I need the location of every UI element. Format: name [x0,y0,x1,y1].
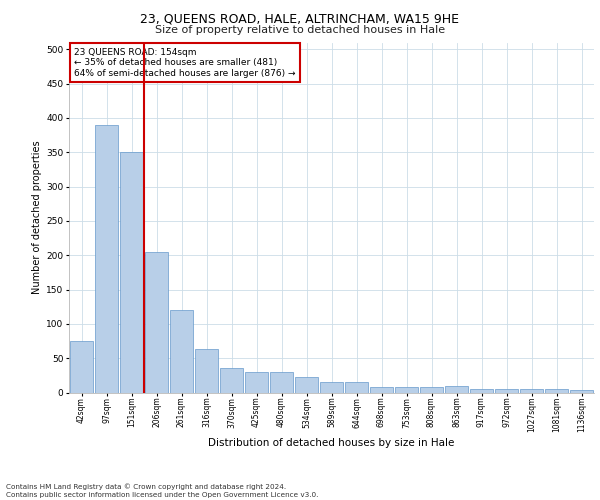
Bar [320,382,343,392]
Text: Contains HM Land Registry data © Crown copyright and database right 2024.
Contai: Contains HM Land Registry data © Crown c… [6,484,319,498]
Bar [420,387,443,392]
Bar [345,382,368,392]
Bar [195,350,218,393]
Bar [145,252,168,392]
Bar [470,389,493,392]
Bar [70,341,93,392]
Y-axis label: Number of detached properties: Number of detached properties [32,140,42,294]
Text: 23 QUEENS ROAD: 154sqm
← 35% of detached houses are smaller (481)
64% of semi-de: 23 QUEENS ROAD: 154sqm ← 35% of detached… [74,48,296,78]
Bar [95,125,118,392]
Bar [120,152,143,392]
X-axis label: Distribution of detached houses by size in Hale: Distribution of detached houses by size … [208,438,455,448]
Bar [395,387,418,392]
Bar [170,310,193,392]
Bar [570,390,593,392]
Bar [370,387,393,392]
Bar [295,378,318,392]
Bar [270,372,293,392]
Text: Size of property relative to detached houses in Hale: Size of property relative to detached ho… [155,25,445,35]
Text: 23, QUEENS ROAD, HALE, ALTRINCHAM, WA15 9HE: 23, QUEENS ROAD, HALE, ALTRINCHAM, WA15 … [140,12,460,26]
Bar [220,368,243,392]
Bar [545,389,568,392]
Bar [495,389,518,392]
Bar [445,386,468,392]
Bar [245,372,268,392]
Bar [520,389,543,392]
